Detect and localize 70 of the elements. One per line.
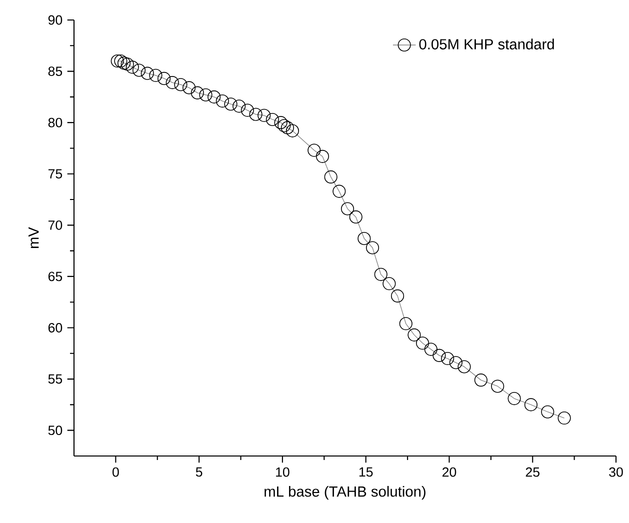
point xyxy=(149,68,162,82)
y-tick-label: 85 xyxy=(48,66,62,76)
point xyxy=(432,348,446,362)
point xyxy=(390,289,404,302)
point xyxy=(458,360,471,374)
x-tick-label: 25 xyxy=(526,467,540,477)
point xyxy=(120,58,134,71)
point xyxy=(541,405,554,418)
y-tick-label: 55 xyxy=(48,374,62,384)
legend-label: 0.05M KHP standard xyxy=(419,38,554,50)
point xyxy=(240,104,254,117)
point xyxy=(110,54,124,68)
x-tick-label: 10 xyxy=(276,467,290,477)
point xyxy=(140,66,154,80)
point xyxy=(349,210,362,224)
x-axis-title: mL base (TAHB solution) xyxy=(264,486,426,500)
point xyxy=(286,124,300,138)
point xyxy=(308,144,321,157)
x-tick-label: 0 xyxy=(112,467,119,477)
point xyxy=(224,98,238,111)
point xyxy=(249,108,262,121)
point xyxy=(340,202,354,216)
point xyxy=(424,342,438,356)
x-tick-label: 20 xyxy=(442,467,456,477)
x-tick-label: 5 xyxy=(196,467,202,477)
point xyxy=(366,241,380,254)
point xyxy=(114,54,128,68)
point xyxy=(278,119,291,132)
point xyxy=(190,86,204,100)
point xyxy=(158,72,171,85)
point xyxy=(558,411,571,425)
y-tick-label: 70 xyxy=(48,220,62,230)
x-tick-label: 15 xyxy=(359,467,373,477)
point xyxy=(332,184,346,198)
point xyxy=(199,88,212,102)
point xyxy=(182,81,196,94)
point xyxy=(374,268,388,281)
point xyxy=(524,398,538,412)
point xyxy=(324,170,338,184)
y-tick-label: 60 xyxy=(48,323,62,332)
point xyxy=(399,317,412,330)
point xyxy=(449,356,462,370)
point xyxy=(416,336,430,350)
point xyxy=(474,374,488,387)
point xyxy=(118,56,131,70)
x-tick-label: 30 xyxy=(609,467,623,477)
point xyxy=(280,121,294,134)
point xyxy=(174,78,188,92)
point xyxy=(441,352,454,366)
point xyxy=(232,100,246,113)
point xyxy=(208,90,221,104)
point xyxy=(382,277,396,290)
point xyxy=(166,76,179,90)
point xyxy=(316,150,330,163)
y-tick-label: 80 xyxy=(48,118,62,128)
point xyxy=(216,94,229,108)
y-tick-label: 65 xyxy=(48,272,62,282)
point xyxy=(274,116,288,130)
y-tick-label: 75 xyxy=(48,169,62,179)
y-tick-label: 90 xyxy=(48,15,62,25)
point xyxy=(408,328,421,342)
point xyxy=(258,108,271,122)
point xyxy=(132,64,146,77)
point xyxy=(266,112,279,126)
point xyxy=(358,232,371,246)
y-axis-title: mV xyxy=(28,227,39,248)
point xyxy=(126,60,139,74)
point xyxy=(508,392,521,406)
y-tick-label: 50 xyxy=(48,426,62,436)
point xyxy=(491,380,504,393)
